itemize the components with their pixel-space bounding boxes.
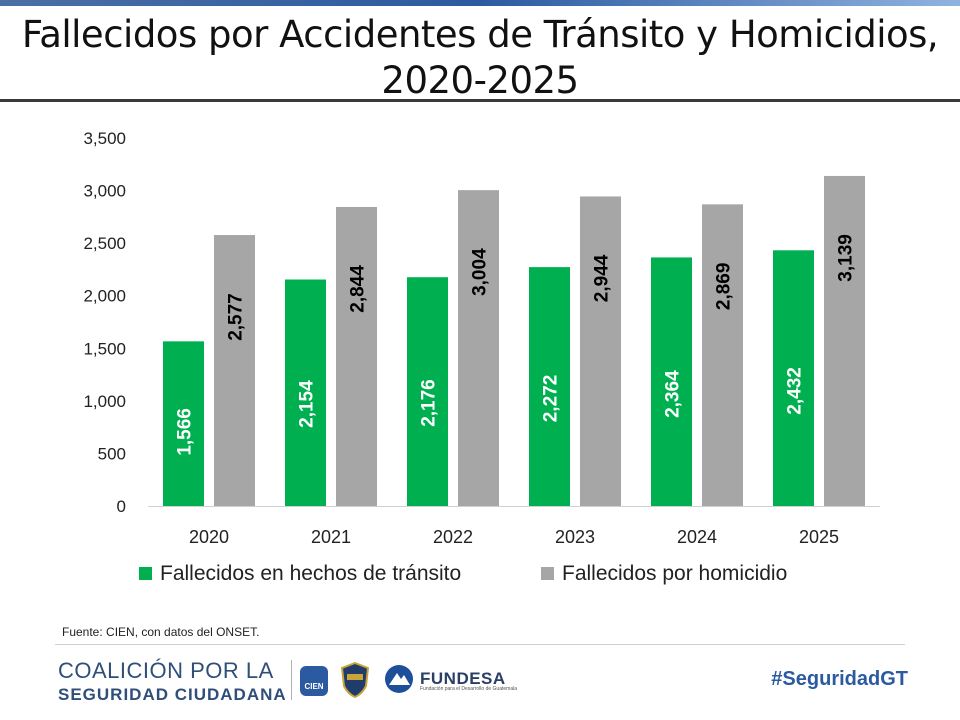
brand-line-2: SEGURIDAD CIUDADANA (58, 685, 287, 704)
cien-logo-icon: CIEN (300, 666, 328, 696)
y-tick-label: 3,000 (83, 182, 126, 201)
data-label: 2,154 (297, 380, 318, 428)
page-title: Fallecidos por Accidentes de Tránsito y … (21, 13, 939, 102)
x-tick-label: 2020 (189, 527, 229, 547)
legend-swatch (139, 567, 152, 580)
fundesa-logo: FUNDESA (384, 664, 506, 694)
y-tick-label: 1,500 (83, 339, 126, 358)
data-label: 2,869 (714, 263, 735, 311)
bar-transito (529, 267, 570, 506)
bar-transito (773, 250, 814, 506)
data-label: 2,364 (663, 370, 684, 418)
y-tick-label: 3,500 (83, 129, 126, 148)
bar-chart: 0 500 1,000 1,500 2,000 2,500 3,000 3,500 1,566 2… (83, 129, 880, 585)
y-tick-label: 2,500 (83, 234, 126, 253)
footer-divider (55, 644, 905, 645)
data-label: 2,844 (348, 265, 369, 313)
x-tick-label: 2023 (555, 527, 595, 547)
bar-homicidio (702, 204, 743, 506)
title-divider (0, 99, 960, 102)
fundesa-mountain-icon (385, 665, 413, 693)
fundesa-wordmark: FUNDESA (420, 669, 506, 688)
bar-transito (651, 257, 692, 506)
bar-homicidio (336, 206, 377, 507)
data-label: 1,566 (175, 408, 196, 456)
fundesa-tagline: Fundación para el Desarrollo de Guatemal… (420, 686, 517, 692)
y-tick-label: 500 (98, 444, 126, 463)
data-label: 2,944 (592, 254, 613, 302)
brand-line-1: COALICIÓN POR LA (58, 658, 274, 683)
police-shield-icon (340, 662, 370, 698)
x-tick-label: 2025 (799, 527, 839, 547)
data-label: 3,139 (836, 234, 857, 282)
legend-label: Fallecidos en hechos de tránsito (160, 562, 461, 585)
y-tick-label: 2,000 (83, 287, 126, 306)
x-tick-label: 2021 (311, 527, 351, 547)
bar-homicidio (824, 175, 865, 506)
footer-logo-separator (291, 660, 292, 700)
hashtag-label: #SeguridadGT (771, 668, 908, 690)
source-note: Fuente: CIEN, con datos del ONSET. (62, 625, 260, 639)
bar-homicidio (214, 235, 255, 506)
x-tick-label: 2024 (677, 527, 717, 547)
data-label: 2,432 (785, 367, 806, 415)
bar-transito (163, 341, 204, 506)
data-label: 3,004 (470, 248, 491, 296)
legend-label: Fallecidos por homicidio (562, 562, 787, 585)
bar-homicidio (580, 196, 621, 507)
coalition-logo: COALICIÓN POR LA SEGURIDAD CIUDADANA (58, 658, 287, 704)
bar-homicidio (458, 190, 499, 506)
y-tick-label: 1,000 (83, 392, 126, 411)
y-tick-label: 0 (117, 497, 126, 516)
bar-transito (285, 279, 326, 506)
x-tick-label: 2022 (433, 527, 473, 547)
legend-swatch (541, 567, 554, 580)
bar-transito (407, 277, 448, 506)
top-accent-band (0, 0, 960, 6)
data-label: 2,176 (419, 379, 440, 427)
data-label: 2,577 (226, 293, 247, 341)
data-label: 2,272 (541, 375, 562, 423)
